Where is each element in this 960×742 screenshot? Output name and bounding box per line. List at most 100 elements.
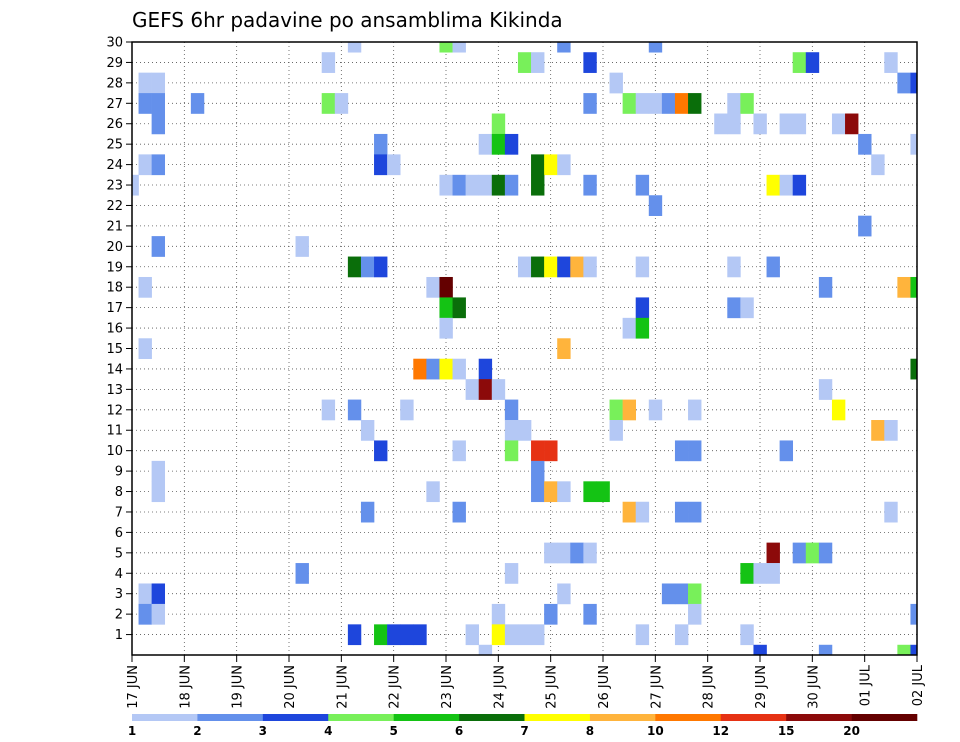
legend-swatch <box>524 714 591 721</box>
heatmap-cell <box>517 52 532 73</box>
heatmap-cell <box>831 399 846 421</box>
heatmap-cell <box>557 338 571 360</box>
heatmap-cell <box>426 358 440 380</box>
heatmap-cell <box>426 481 440 503</box>
heatmap-cell <box>138 338 152 360</box>
heatmap-cell <box>504 563 519 584</box>
heatmap-cell <box>295 563 309 584</box>
heatmap-cell <box>557 583 571 605</box>
y-tick-label: 4 <box>115 567 123 582</box>
y-tick-label: 15 <box>106 342 123 357</box>
x-tick-label: 02 JUL <box>911 664 926 706</box>
heatmap-cell <box>491 133 506 155</box>
heatmap-cell <box>766 256 780 278</box>
heatmap-cell <box>544 542 558 564</box>
y-tick-label: 27 <box>106 97 123 112</box>
heatmap-cell <box>504 624 519 646</box>
heatmap-cell <box>688 399 702 421</box>
legend-swatch <box>786 714 852 721</box>
heatmap-cell <box>845 113 859 135</box>
heatmap-cell <box>910 603 918 625</box>
heatmap-cell <box>504 399 519 421</box>
legend-swatch <box>328 714 394 721</box>
heatmap-cell <box>910 133 918 155</box>
heatmap-cell <box>465 624 480 646</box>
heatmap-cell <box>753 563 767 584</box>
heatmap-cell <box>557 481 571 503</box>
heatmap-cell <box>517 256 532 278</box>
heatmap-cell <box>190 93 205 114</box>
heatmap-cell <box>531 174 545 196</box>
y-tick-label: 22 <box>106 199 123 214</box>
heatmap-cell <box>334 93 349 114</box>
x-tick-label: 20 JUN <box>283 665 298 709</box>
y-tick-label: 25 <box>106 138 123 153</box>
heatmap-cell <box>491 113 506 135</box>
heatmap-cell <box>347 399 362 421</box>
x-tick-label: 21 JUN <box>335 665 350 709</box>
heatmap-cell <box>583 542 597 564</box>
y-tick-label: 12 <box>106 403 123 418</box>
heatmap-cell <box>805 52 820 73</box>
legend-label: 6 <box>455 724 463 738</box>
heatmap-cell <box>596 481 610 503</box>
heatmap-cell <box>557 542 571 564</box>
heatmap-cell <box>426 276 440 298</box>
heatmap-cell <box>897 276 911 298</box>
legend-label: 5 <box>389 724 397 738</box>
y-tick-label: 2 <box>115 608 123 623</box>
heatmap-cell <box>766 542 780 564</box>
x-tick-label: 22 JUN <box>388 665 403 709</box>
y-tick-label: 29 <box>106 56 123 71</box>
heatmap-cell <box>688 501 702 523</box>
heatmap-cell <box>609 72 623 94</box>
heatmap-cell <box>635 624 650 646</box>
legend-label: 7 <box>520 724 528 738</box>
heatmap-cell <box>714 113 728 135</box>
legend-label: 4 <box>324 724 332 738</box>
heatmap-cell <box>753 644 767 656</box>
heatmap-cell <box>478 133 493 155</box>
legend-label: 2 <box>193 724 201 738</box>
x-tick-label: 27 JUN <box>649 665 664 709</box>
heatmap-cell <box>831 113 846 135</box>
legend-swatch <box>262 714 329 721</box>
heatmap-cell <box>452 297 466 319</box>
heatmap-cell <box>478 174 493 196</box>
heatmap-cell <box>622 501 637 523</box>
heatmap-cell <box>400 624 414 646</box>
heatmap-cell <box>910 644 918 656</box>
heatmap-cell <box>491 624 506 646</box>
heatmap-cell <box>688 603 702 625</box>
legend-swatch <box>851 714 918 721</box>
heatmap-cell <box>295 236 309 257</box>
heatmap-cell <box>635 174 650 196</box>
x-tick-label: 23 JUN <box>440 665 455 709</box>
heatmap-cell <box>360 501 375 523</box>
x-tick-label: 28 JUN <box>702 665 717 709</box>
legend-label: 3 <box>259 724 267 738</box>
heatmap-cell <box>400 399 414 421</box>
y-tick-label: 21 <box>106 219 123 234</box>
x-tick-label: 01 JUL <box>859 664 874 706</box>
heatmap-cell <box>648 93 663 114</box>
heatmap-cell <box>635 317 650 339</box>
x-tick-label: 30 JUN <box>806 665 821 709</box>
heatmap-cell <box>688 583 702 605</box>
heatmap-cell <box>151 236 166 257</box>
heatmap-cell <box>347 42 362 53</box>
legend-label: 8 <box>586 724 594 738</box>
heatmap-cell <box>452 42 466 53</box>
heatmap-cell <box>544 154 558 176</box>
heatmap-cell <box>151 154 166 176</box>
heatmap-cell <box>897 644 911 656</box>
heatmap-cell <box>740 563 754 584</box>
heatmap-cell <box>674 624 689 646</box>
x-tick-label: 24 JUN <box>492 665 507 709</box>
heatmap-cell <box>151 460 166 482</box>
y-tick-label: 24 <box>106 158 123 173</box>
x-tick-label: 19 JUN <box>231 665 246 709</box>
heatmap-cell <box>413 624 427 646</box>
heatmap-cell <box>138 603 152 625</box>
heatmap-cell <box>517 420 532 441</box>
